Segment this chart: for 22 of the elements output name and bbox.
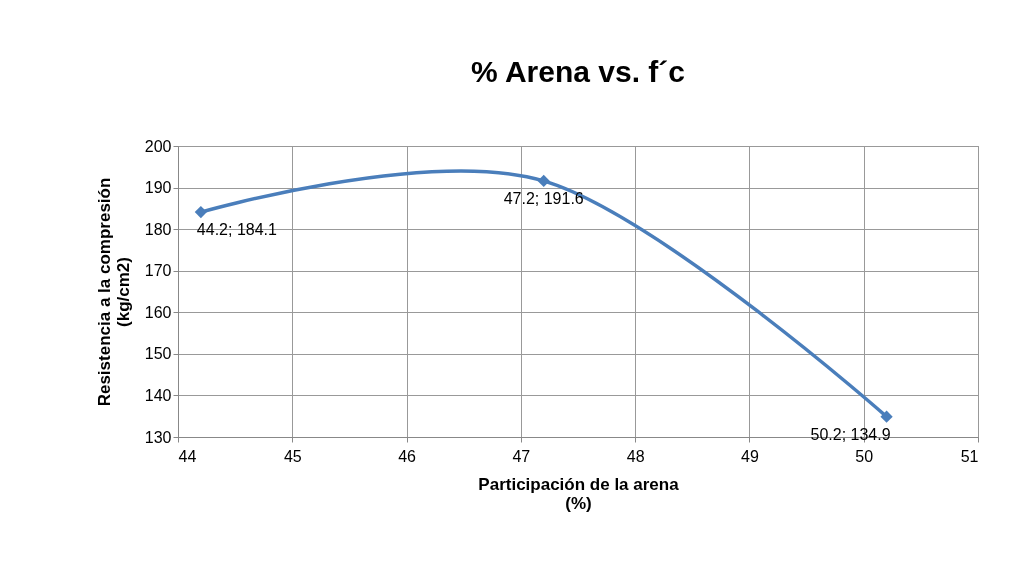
y-tick-label: 150 bbox=[144, 345, 172, 363]
y-tick-label: 180 bbox=[144, 220, 172, 238]
data-label: 47.2; 191.6 bbox=[503, 189, 584, 207]
chart-title: % Arena vs. f´c bbox=[471, 55, 685, 88]
x-tick-label: 49 bbox=[741, 447, 759, 465]
x-tick-label: 51 bbox=[960, 447, 979, 465]
y-tick-label: 140 bbox=[144, 386, 172, 404]
x-tick-label: 50 bbox=[855, 447, 874, 465]
y-tick-label: 200 bbox=[144, 137, 172, 155]
x-tick-label: 47 bbox=[512, 447, 531, 465]
data-label: 50.2; 134.9 bbox=[810, 425, 891, 443]
y-tick-label: 130 bbox=[144, 428, 172, 446]
data-label: 44.2; 184.1 bbox=[196, 221, 278, 239]
y-tick-label: 160 bbox=[144, 303, 172, 321]
y-tick-label: 170 bbox=[144, 262, 172, 280]
x-tick-label: 44 bbox=[178, 447, 197, 465]
x-tick-label: 48 bbox=[626, 447, 645, 465]
y-tick-label: 190 bbox=[144, 179, 172, 197]
y-axis-title: Resistencia a la compresión (kg/cm2) bbox=[94, 177, 133, 407]
x-axis-title: Participación de la arena (%) bbox=[478, 474, 680, 513]
x-tick-label: 45 bbox=[283, 447, 302, 465]
x-tick-label: 46 bbox=[398, 447, 417, 465]
